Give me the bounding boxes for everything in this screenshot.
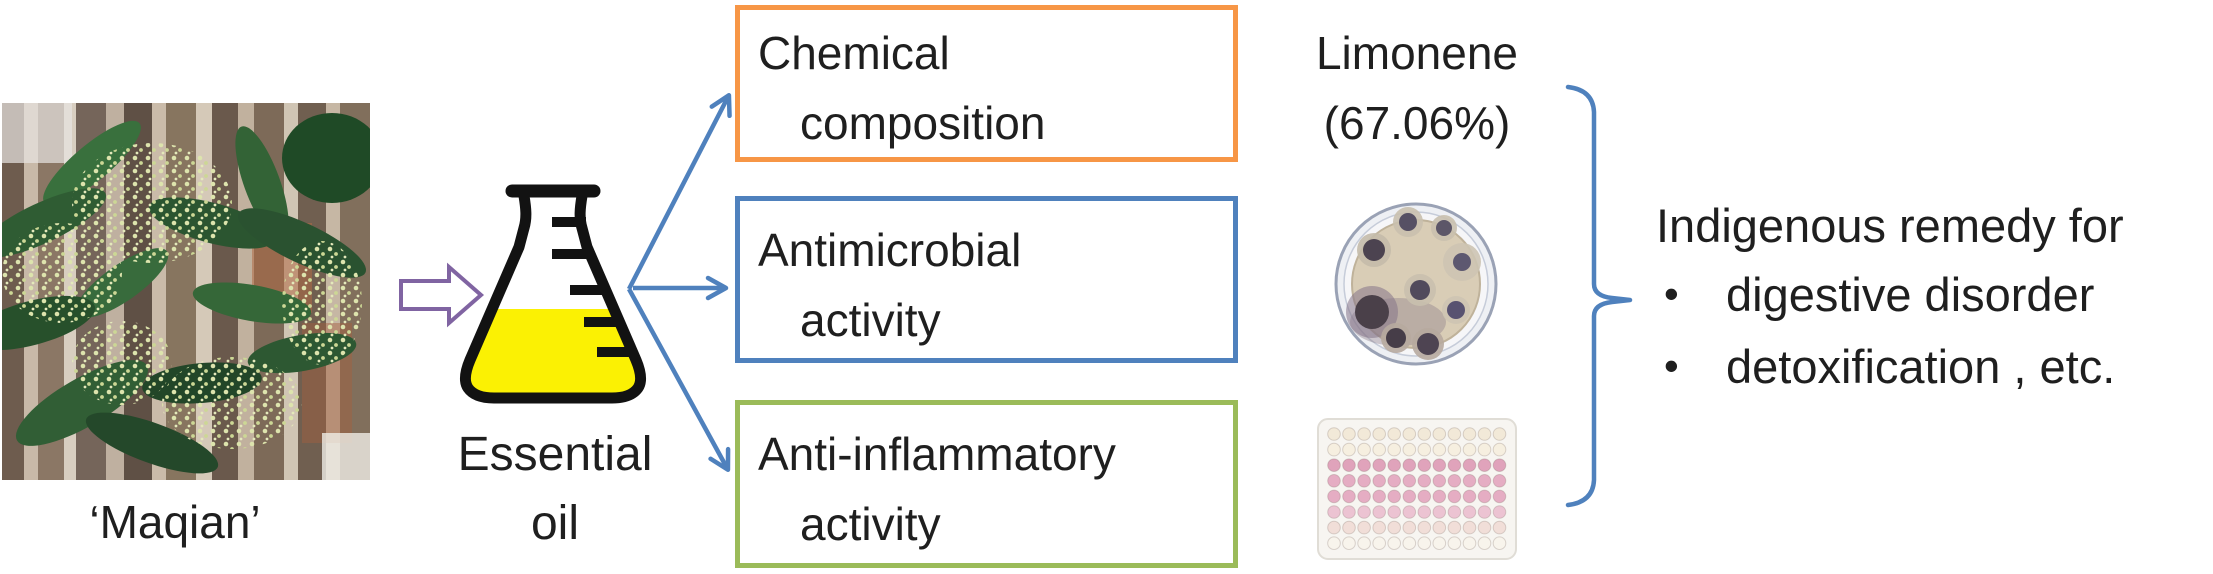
- box-chemical-composition-line1: Chemical: [758, 27, 950, 79]
- extraction-arrow-icon: [399, 262, 485, 328]
- arrow-to-chemical-composition: [627, 92, 732, 291]
- bullet-icon: •: [1664, 342, 1679, 389]
- essential-oil-line1: Essential: [457, 428, 653, 481]
- branch-arrows: [627, 92, 732, 473]
- plant-name-label: ‘Maqian’: [89, 496, 261, 548]
- box-antimicrobial-activity: Antimicrobial activity: [735, 196, 1238, 363]
- indigenous-remedy-block: Indigenous remedy for • digestive disord…: [1656, 194, 2213, 402]
- box-antimicrobial-line1: Antimicrobial: [758, 224, 1022, 276]
- maqian-plant-photo: [2, 103, 370, 480]
- limonene-percentage: (67.06%): [1323, 97, 1511, 149]
- remedy-bullet-detox-text: detoxification , etc.: [1726, 339, 2116, 393]
- box-chemical-composition: Chemical composition: [735, 5, 1238, 162]
- essential-oil-line2: oil: [530, 497, 580, 550]
- limonene-name: Limonene: [1315, 27, 1519, 79]
- box-anti-inflammatory-activity: Anti-inflammatory activity: [735, 400, 1238, 568]
- microplate-image: [1317, 418, 1517, 560]
- box-anti-inflammatory-line2: activity: [800, 498, 941, 550]
- box-anti-inflammatory-line1: Anti-inflammatory: [758, 428, 1116, 480]
- arrow-to-anti-inflammatory: [627, 287, 731, 473]
- bullet-icon: •: [1664, 270, 1679, 317]
- box-chemical-composition-line2: composition: [800, 97, 1046, 149]
- limonene-label: Limonene (67.06%): [1286, 18, 1548, 158]
- essential-oil-label: Essential oil: [428, 420, 682, 558]
- remedy-bullet-detox: • detoxification , etc.: [1656, 330, 2213, 402]
- summary-brace: [1565, 84, 1633, 508]
- box-antimicrobial-line2: activity: [800, 294, 941, 346]
- remedy-bullet-digestive: • digestive disorder: [1656, 258, 2213, 330]
- flask-icon: [459, 184, 647, 404]
- remedy-heading: Indigenous remedy for: [1656, 199, 2124, 252]
- remedy-bullet-digestive-text: digestive disorder: [1726, 267, 2095, 321]
- microplate-wells: [1327, 427, 1507, 551]
- petri-dish-image: [1334, 202, 1498, 366]
- flask-liquid: [466, 309, 640, 396]
